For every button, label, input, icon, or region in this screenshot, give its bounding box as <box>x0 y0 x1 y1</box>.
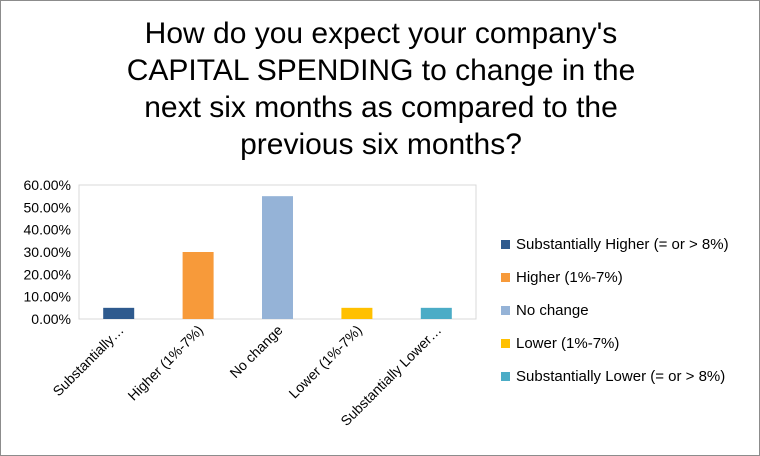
x-tick-label: Higher (1%-7%) <box>124 322 206 404</box>
legend-label: Substantially Lower (= or > 8%) <box>516 367 726 385</box>
y-tick-label: 60.00% <box>24 177 71 193</box>
legend-label: Substantially Higher (= or > 8%) <box>516 235 729 253</box>
legend-swatch <box>501 305 510 315</box>
legend-swatch <box>501 371 510 381</box>
legend-item: Higher (1%-7%) <box>501 268 623 286</box>
bar <box>103 307 135 319</box>
legend-swatch <box>501 272 510 282</box>
legend-item: Substantially Lower (= or > 8%) <box>501 367 725 385</box>
chart-title: How do you expect your company's CAPITAL… <box>126 17 636 161</box>
y-tick-label: 50.00% <box>24 199 71 215</box>
x-tick-label: No change <box>226 322 285 381</box>
y-tick-label: 40.00% <box>24 222 71 238</box>
x-tick-label: Substantially… <box>49 322 126 399</box>
legend-item: Lower (1%-7%) <box>501 334 619 352</box>
legend-label: No change <box>516 301 589 319</box>
legend-item: Substantially Higher (= or > 8%) <box>501 235 729 253</box>
bar <box>182 252 214 319</box>
y-tick-label: 10.00% <box>24 289 71 305</box>
bar <box>341 307 373 319</box>
y-tick-label: 0.00% <box>31 311 71 327</box>
y-tick-label: 20.00% <box>24 266 71 282</box>
legend-swatch <box>501 338 510 348</box>
legend-label: Lower (1%-7%) <box>516 334 620 352</box>
x-tick-label: Lower (1%-7%) <box>285 322 365 402</box>
legend-swatch <box>501 239 510 249</box>
legend-item: No change <box>501 301 589 319</box>
bar <box>420 307 452 319</box>
bar <box>262 196 293 319</box>
y-tick-label: 30.00% <box>24 244 71 260</box>
legend-label: Higher (1%-7%) <box>516 268 623 286</box>
